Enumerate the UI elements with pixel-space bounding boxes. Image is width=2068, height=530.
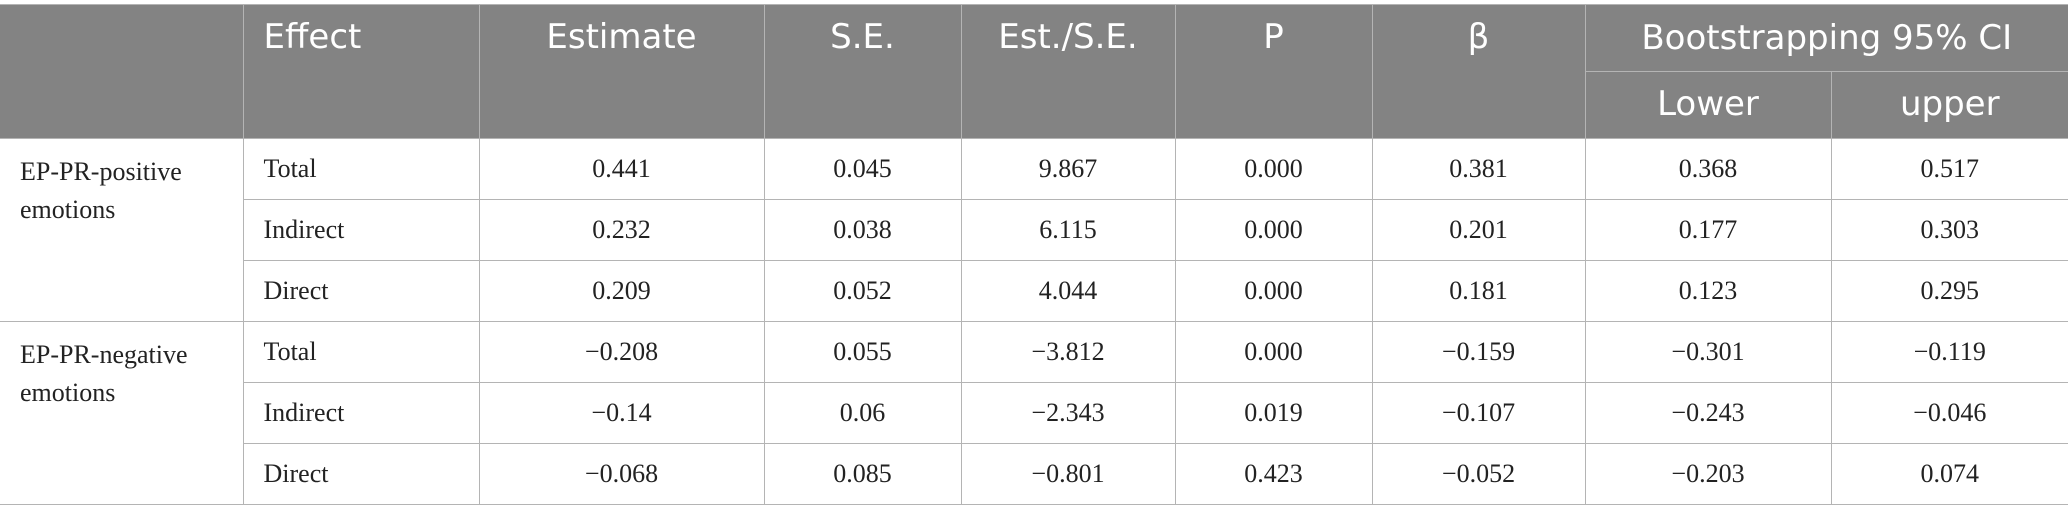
group-label: EP-PR-negative emotions: [0, 321, 244, 505]
cell-beta: −0.052: [1371, 443, 1586, 505]
cell-effect: Direct: [243, 260, 480, 322]
table-row: Direct −0.068 0.085 −0.801 0.423 −0.052 …: [0, 443, 2068, 505]
effects-table: Effect Estimate S.E. Est./S.E. P β Boots…: [0, 4, 2068, 505]
header-upper-label: upper: [1899, 84, 2000, 124]
cell-beta: 0.201: [1371, 199, 1586, 261]
cell-upper: −0.119: [1830, 321, 2068, 383]
table-container: Effect Estimate S.E. Est./S.E. P β Boots…: [0, 4, 2068, 505]
header-group: [0, 4, 244, 139]
cell-upper: 0.074: [1830, 443, 2068, 505]
header-p: P: [1174, 4, 1373, 139]
cell-beta: 0.381: [1371, 138, 1586, 200]
header-effect: Effect: [242, 4, 480, 139]
header-estimate: Estimate: [478, 4, 765, 139]
cell-p: 0.000: [1174, 321, 1373, 383]
cell-effect: Total: [242, 138, 480, 200]
cell-lower: −0.243: [1584, 382, 1832, 444]
cell-p: 0.000: [1174, 260, 1373, 322]
cell-effect: Direct: [243, 443, 480, 505]
header-p-label: P: [1263, 17, 1284, 57]
cell-est-se: −0.801: [960, 443, 1176, 505]
table-row: Indirect −0.14 0.06 −2.343 0.019 −0.107 …: [0, 382, 2068, 444]
cell-lower: −0.301: [1584, 321, 1832, 383]
cell-se: 0.038: [763, 199, 962, 261]
cell-est-se: −3.812: [960, 321, 1176, 383]
table-row: EP-PR-positive emotions Total 0.441 0.04…: [0, 138, 2068, 322]
cell-effect: Total: [242, 321, 480, 383]
cell-beta: −0.159: [1371, 321, 1586, 383]
cell-se: 0.052: [763, 260, 962, 322]
table-header: Effect Estimate S.E. Est./S.E. P β Boots…: [0, 4, 2068, 139]
header-estimate-label: Estimate: [546, 17, 697, 57]
cell-upper: 0.295: [1830, 260, 2068, 322]
cell-estimate: 0.441: [478, 138, 765, 200]
cell-p: 0.423: [1174, 443, 1373, 505]
cell-se: 0.045: [763, 138, 962, 200]
cell-se: 0.085: [763, 443, 962, 505]
table-row: EP-PR-negative emotions Total −0.208 0.0…: [0, 321, 2068, 505]
table-row: Indirect 0.232 0.038 6.115 0.000 0.201 0…: [0, 199, 2068, 261]
cell-p: 0.000: [1174, 138, 1373, 200]
cell-est-se: −2.343: [960, 382, 1176, 444]
cell-est-se: 6.115: [960, 199, 1176, 261]
cell-effect: Indirect: [243, 199, 480, 261]
cell-beta: −0.107: [1371, 382, 1586, 444]
header-ci-label: Bootstrapping 95% CI: [1641, 18, 2013, 58]
header-lower: Lower: [1585, 71, 1832, 139]
table-body: EP-PR-positive emotions Total 0.441 0.04…: [0, 138, 2068, 505]
cell-p: 0.000: [1174, 199, 1373, 261]
header-beta-label: β: [1467, 17, 1490, 57]
header-se-label: S.E.: [830, 17, 895, 57]
table-row: Direct 0.209 0.052 4.044 0.000 0.181 0.1…: [0, 260, 2068, 322]
cell-effect: Indirect: [243, 382, 480, 444]
cell-se: 0.06: [763, 382, 962, 444]
cell-beta: 0.181: [1371, 260, 1586, 322]
header-effect-label: Effect: [263, 17, 362, 57]
cell-est-se: 4.044: [960, 260, 1176, 322]
group-label: EP-PR-positive emotions: [0, 138, 244, 322]
cell-upper: 0.303: [1830, 199, 2068, 261]
cell-upper: −0.046: [1830, 382, 2068, 444]
cell-estimate: 0.209: [478, 260, 765, 322]
header-row: Effect Estimate S.E. Est./S.E. P β Boots…: [0, 4, 2068, 139]
header-ci: Bootstrapping 95% CI: [1584, 4, 2068, 72]
header-est-se: Est./S.E.: [960, 4, 1176, 139]
cell-estimate: 0.232: [478, 199, 765, 261]
cell-estimate: −0.068: [478, 443, 765, 505]
cell-se: 0.055: [763, 321, 962, 383]
header-subrow: Lower upper: [0, 71, 2068, 139]
cell-lower: −0.203: [1584, 443, 1832, 505]
header-se: S.E.: [763, 4, 962, 139]
header-beta: β: [1371, 4, 1586, 139]
header-upper: upper: [1830, 71, 2068, 139]
cell-lower: 0.368: [1584, 138, 1832, 200]
header-lower-label: Lower: [1657, 84, 1759, 124]
header-group-label: [0, 5, 243, 19]
header-est-se-label: Est./S.E.: [998, 17, 1138, 57]
cell-lower: 0.123: [1584, 260, 1832, 322]
cell-p: 0.019: [1174, 382, 1373, 444]
cell-estimate: −0.208: [478, 321, 765, 383]
cell-est-se: 9.867: [960, 138, 1176, 200]
cell-upper: 0.517: [1830, 138, 2068, 200]
cell-lower: 0.177: [1584, 199, 1832, 261]
cell-estimate: −0.14: [478, 382, 765, 444]
